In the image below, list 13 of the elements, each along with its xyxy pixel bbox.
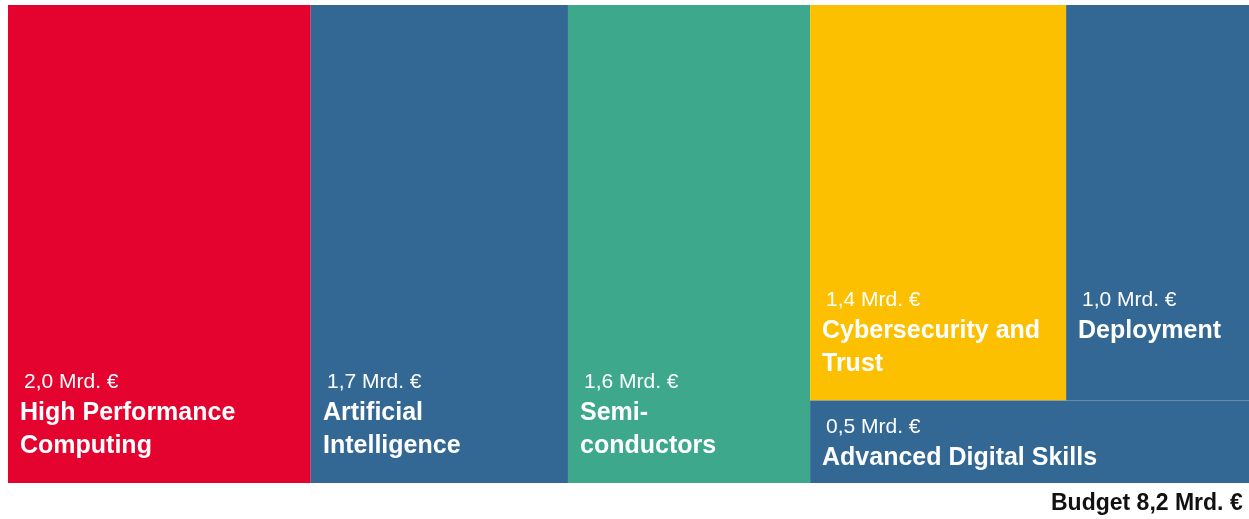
text: Budget 8,2 Mrd. €: [1051, 489, 1243, 515]
data-label: 1,0 Mrd. €: [1082, 287, 1177, 310]
category-label: Advanced Digital Skills: [822, 442, 1098, 470]
category-label: High Performance Computing: [20, 397, 236, 458]
data-label: 1,7 Mrd. €: [327, 369, 422, 392]
data-label: 2,0 Mrd. €: [24, 369, 119, 392]
category-label: Deployment: [1078, 315, 1222, 343]
data-label: 1,4 Mrd. €: [826, 287, 921, 310]
category-label: Semi- conductors: [580, 397, 717, 458]
data-label: 1,6 Mrd. €: [584, 369, 679, 392]
category-label: Cybersecurity and Trust: [822, 315, 1041, 376]
category-label: Artificial Intelligence: [323, 397, 461, 458]
data-label: 0,5 Mrd. €: [826, 414, 921, 437]
